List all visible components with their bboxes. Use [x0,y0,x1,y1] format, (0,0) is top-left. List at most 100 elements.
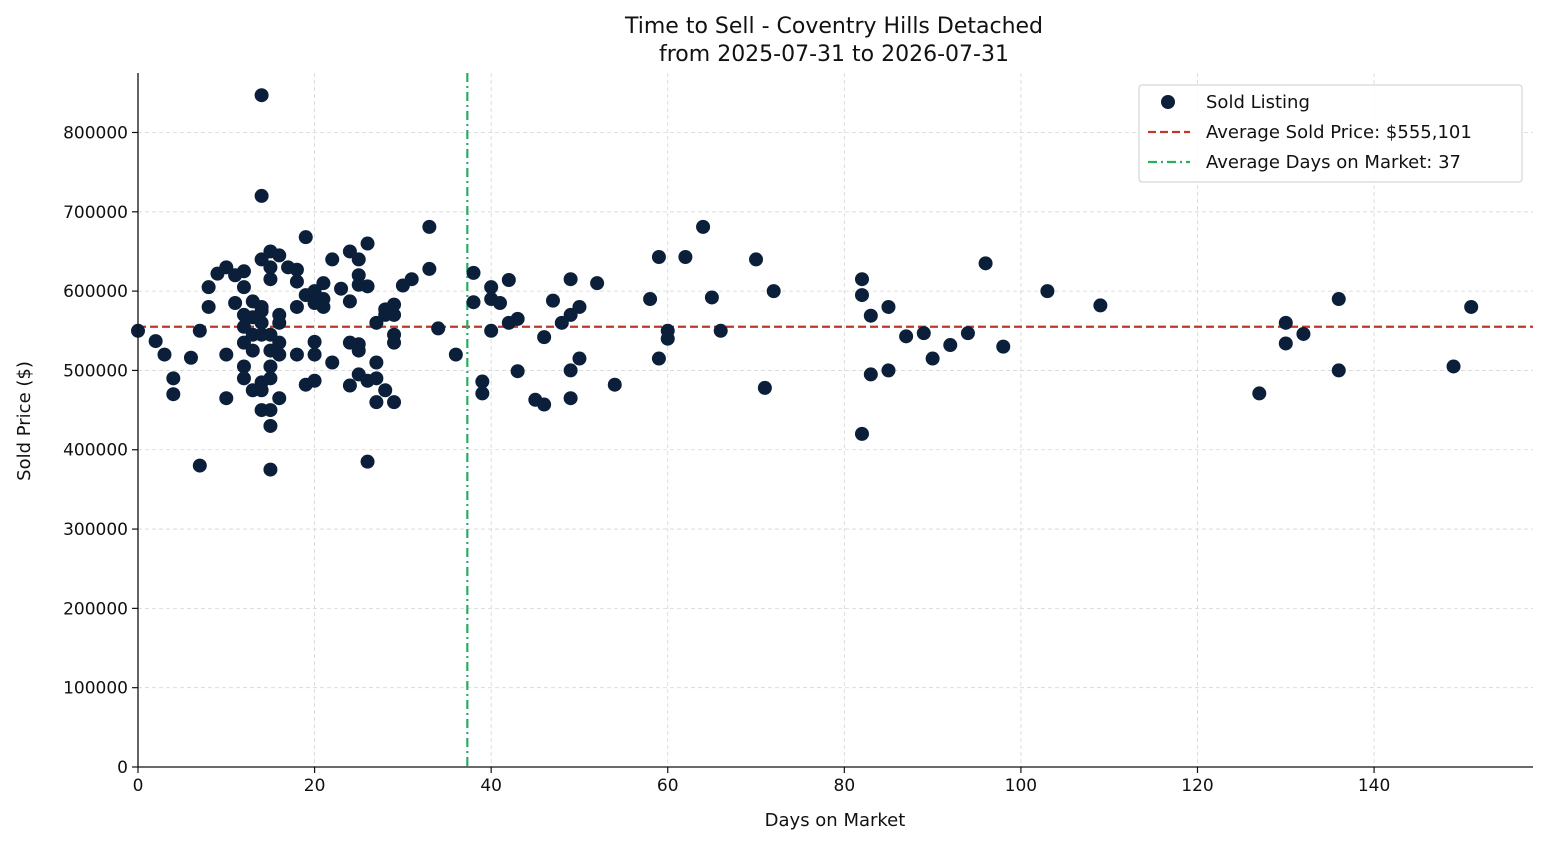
data-point [316,276,331,291]
data-point [422,219,437,234]
data-point [263,260,278,275]
data-point [228,296,243,311]
data-point [236,371,251,386]
y-tick-label: 100000 [63,679,128,699]
data-point [201,280,216,295]
data-point [289,262,304,277]
x-tick-label: 80 [834,776,856,796]
legend-label-average-price: Average Sold Price: $555,101 [1206,122,1472,143]
data-point [978,256,993,271]
data-point [651,250,666,265]
data-point [916,326,931,341]
x-axis-label: Days on Market [765,810,906,831]
data-point [475,374,490,389]
data-point [369,371,384,386]
data-point [643,292,658,307]
data-point [572,299,587,314]
data-point [219,347,234,362]
data-point [899,329,914,344]
data-point [254,315,269,330]
data-point [925,351,940,366]
data-point [854,426,869,441]
legend-marker-sold-listing [1161,95,1175,109]
data-point [263,371,278,386]
data-point [475,386,490,401]
data-point [422,261,437,276]
data-point [1331,292,1346,307]
data-point [360,236,375,251]
y-tick-label: 0 [117,758,128,778]
data-point [263,418,278,433]
reference-lines [138,73,1533,767]
y-ticks: 0 100000 200000 300000 400000 500000 600000 700… [63,123,138,778]
data-point [201,299,216,314]
data-point [749,252,764,267]
data-point [448,347,463,362]
x-tick-label: 0 [133,776,144,796]
data-point [757,380,772,395]
data-point [510,364,525,379]
data-point [289,274,304,289]
data-point [1446,359,1461,374]
data-point [307,334,322,349]
data-point [1252,386,1267,401]
data-point [1278,315,1293,330]
data-point [369,395,384,410]
data-point [166,387,181,402]
data-point [334,281,349,296]
data-point [254,303,269,318]
data-point [387,395,402,410]
data-point [1040,284,1055,299]
data-point [369,355,384,370]
y-tick-label: 200000 [63,599,128,619]
data-point [590,276,605,291]
legend-label-sold-listing: Sold Listing [1206,92,1310,113]
data-point [272,391,287,406]
data-point [192,458,207,473]
data-point [245,343,260,358]
data-point [863,308,878,323]
data-point [351,252,366,267]
y-axis-label: Sold Price ($) [14,361,35,481]
data-point [484,323,499,338]
data-point [484,280,499,295]
data-point [651,351,666,366]
y-tick-label: 700000 [63,203,128,223]
x-tick-label: 40 [480,776,502,796]
data-point [289,347,304,362]
data-point [607,377,622,392]
data-point [1278,336,1293,351]
data-point [236,264,251,279]
data-point [166,371,181,386]
data-point [272,315,287,330]
y-tick-label: 800000 [63,123,128,143]
data-point [863,367,878,382]
data-point [378,383,393,398]
data-point [466,295,481,310]
data-point [254,188,269,203]
data-point [148,334,163,349]
y-tick-label: 400000 [63,441,128,461]
data-point [563,391,578,406]
data-point [307,373,322,388]
data-point [1464,299,1479,314]
data-point [307,347,322,362]
data-point [404,272,419,287]
x-tick-label: 100 [1005,776,1037,796]
legend: Sold Listing Average Sold Price: $555,10… [1138,84,1523,183]
data-point [272,248,287,263]
data-point [325,252,340,267]
data-point [678,250,693,265]
data-point [1093,298,1108,313]
chart-title: Time to Sell - Coventry Hills Detached [624,14,1043,39]
data-point [254,383,269,398]
data-point [881,299,896,314]
data-point [713,323,728,338]
legend-label-average-days: Average Days on Market: 37 [1206,152,1461,173]
data-point [854,288,869,303]
data-point [254,88,269,103]
y-tick-label: 300000 [63,520,128,540]
data-point [342,378,357,393]
data-point [272,335,287,350]
